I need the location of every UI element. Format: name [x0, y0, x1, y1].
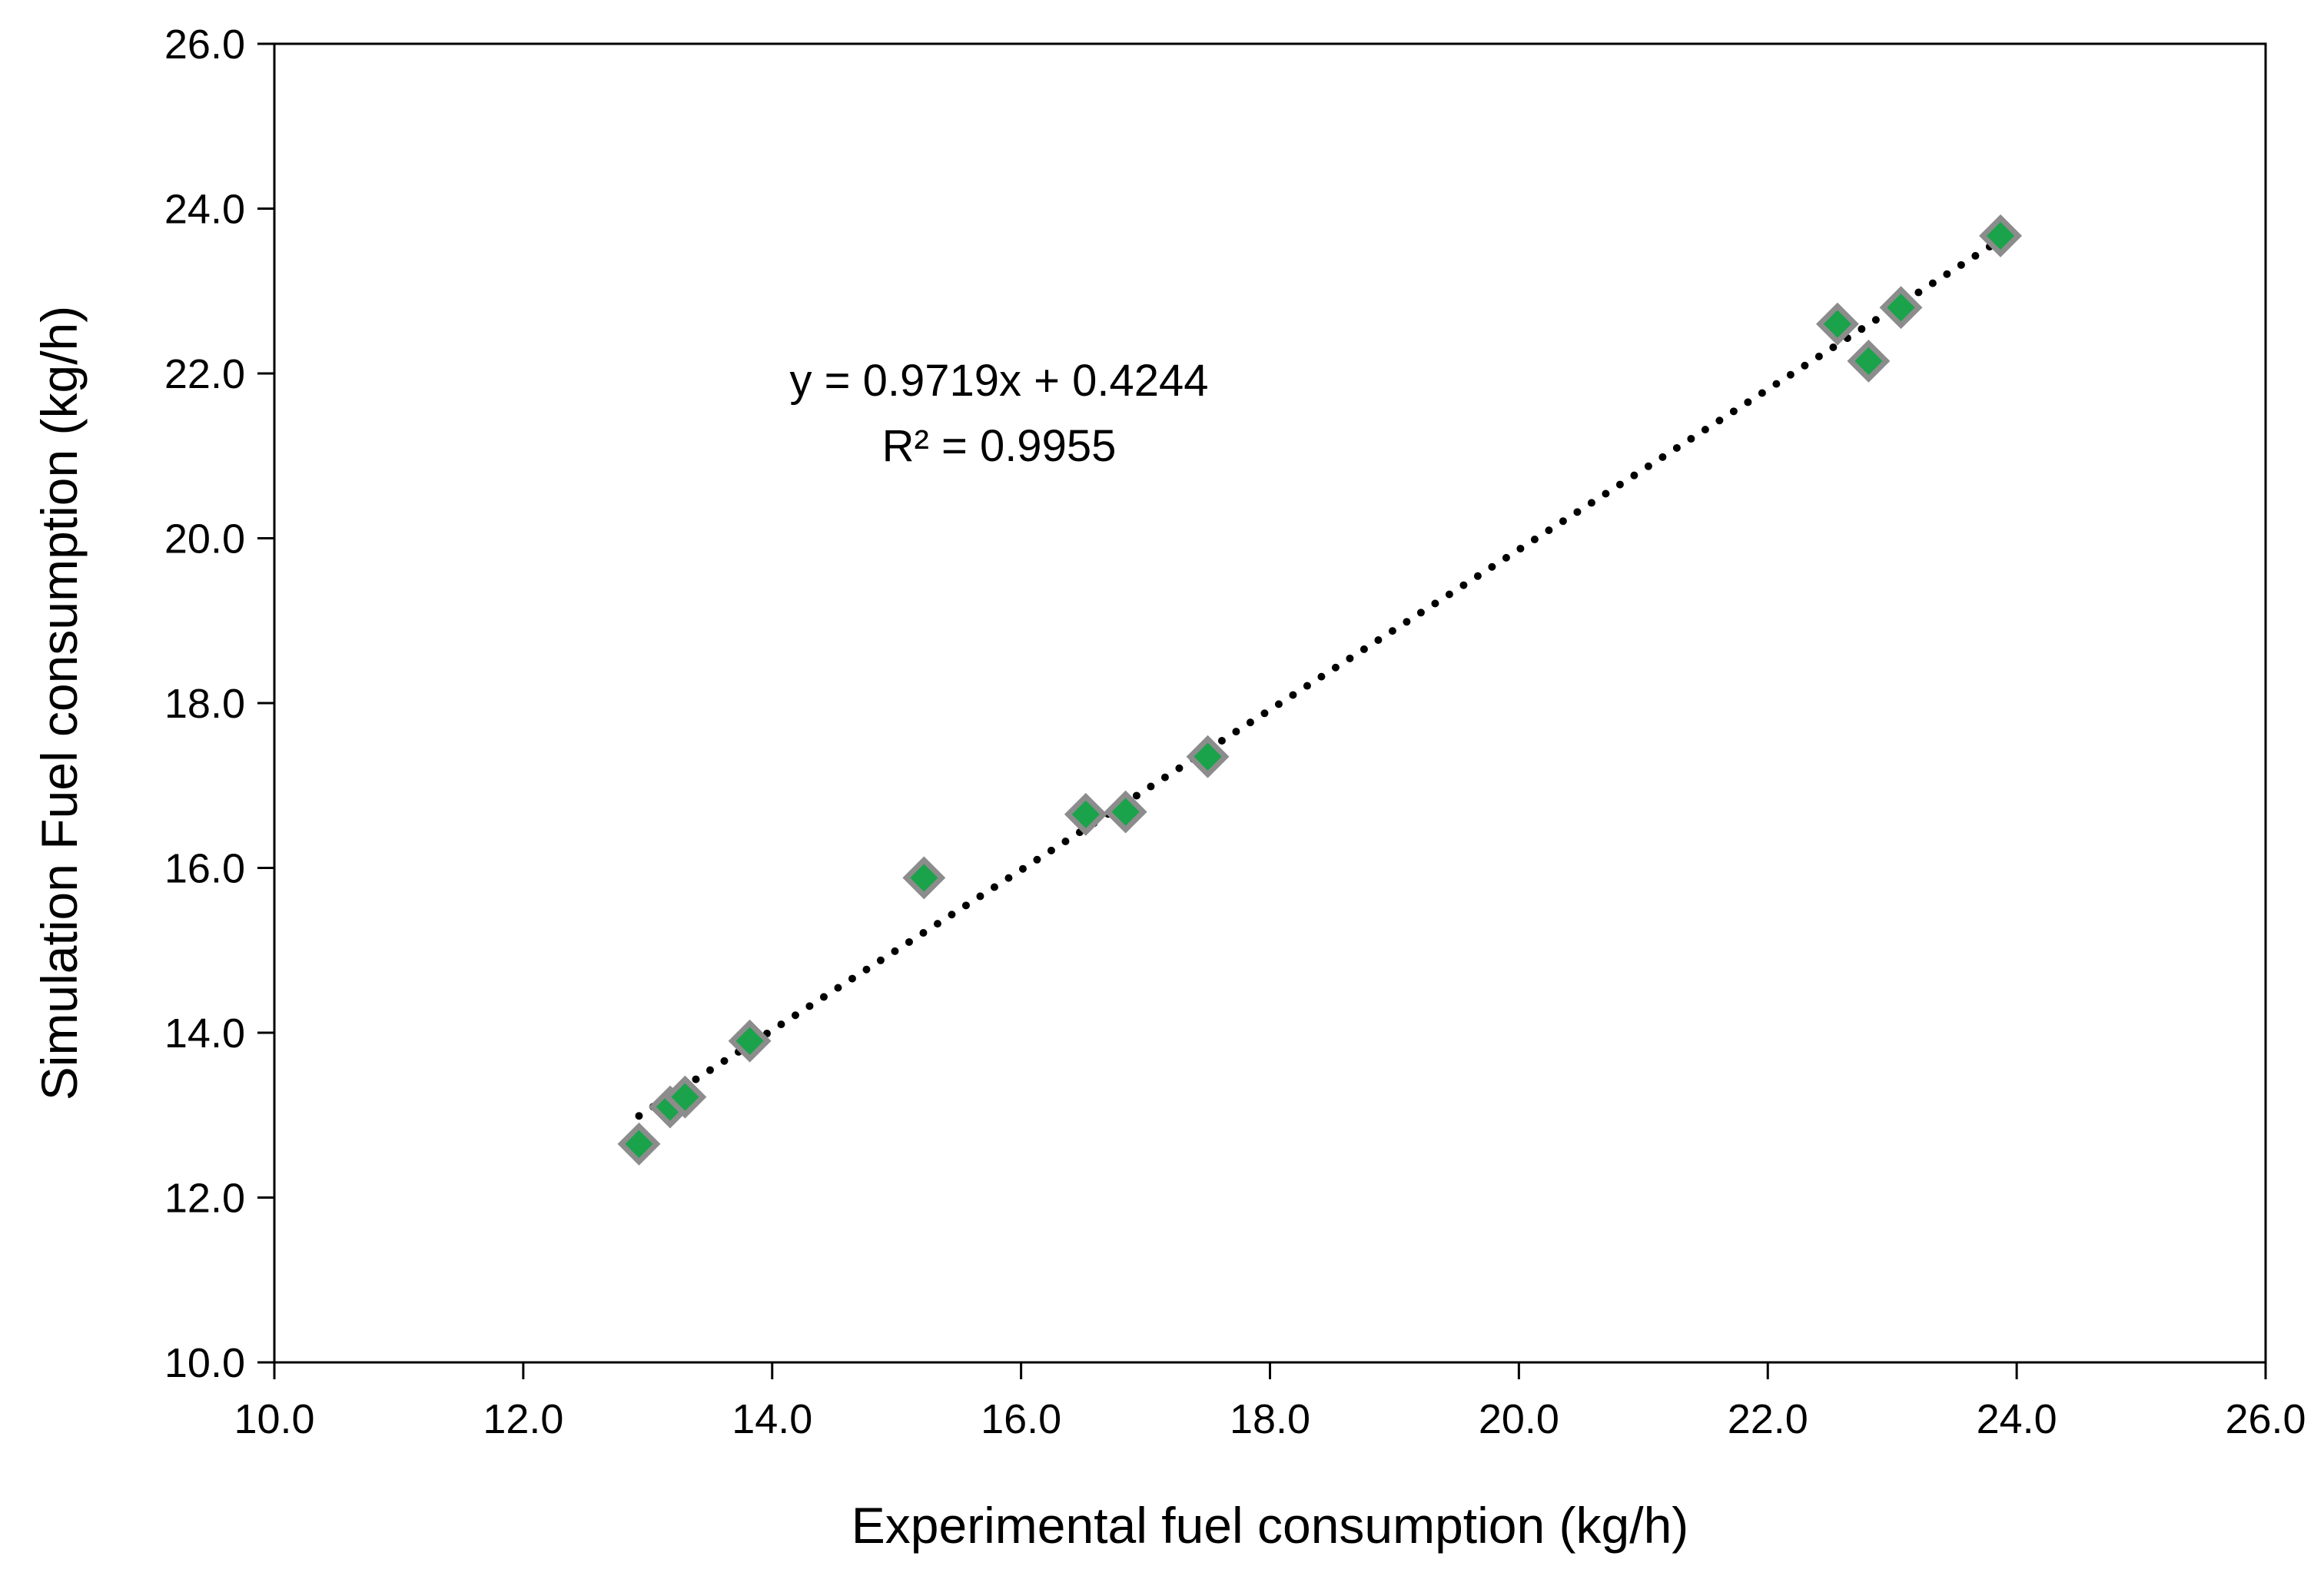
x-tick-label: 22.0	[1728, 1396, 1808, 1442]
data-point	[1847, 339, 1891, 383]
y-tick-label: 14.0	[164, 1010, 245, 1057]
x-axis-ticks: 10.0 12.0 14.0 16.0 18.0 20.0 22.0 24.0 26.0	[234, 1362, 2306, 1442]
data-point	[728, 1019, 772, 1063]
x-tick-label: 26.0	[2225, 1396, 2306, 1442]
x-tick-label: 14.0	[732, 1396, 812, 1442]
y-axis-title: Simulation Fuel consumption (kg/h)	[31, 306, 88, 1100]
y-tick-label: 12.0	[164, 1176, 245, 1222]
y-tick-label: 20.0	[164, 516, 245, 562]
trendline-equation: y = 0.9719x + 0.4244	[790, 356, 1209, 406]
y-tick-label: 24.0	[164, 187, 245, 233]
trendline-r-squared: R² = 0.9955	[882, 421, 1117, 471]
data-point	[1064, 792, 1107, 836]
x-tick-label: 24.0	[1977, 1396, 2057, 1442]
x-tick-label: 16.0	[981, 1396, 1061, 1442]
data-point	[1186, 735, 1230, 778]
y-axis-ticks: 10.0 12.0 14.0 16.0 18.0 20.0 22.0 24.0 26.0	[164, 22, 274, 1386]
data-point	[663, 1075, 707, 1119]
data-point	[1979, 214, 2023, 257]
y-tick-label: 22.0	[164, 351, 245, 397]
data-point	[1104, 790, 1147, 834]
y-tick-label: 16.0	[164, 846, 245, 892]
y-tick-label: 26.0	[164, 22, 245, 68]
data-point	[617, 1122, 661, 1166]
data-point	[1815, 302, 1859, 346]
x-tick-label: 10.0	[234, 1396, 314, 1442]
x-tick-label: 20.0	[1479, 1396, 1559, 1442]
data-point	[902, 856, 946, 900]
trendline	[635, 235, 2005, 1120]
x-tick-label: 12.0	[483, 1396, 563, 1442]
x-axis-title: Experimental fuel consumption (kg/h)	[852, 1497, 1689, 1554]
y-tick-label: 10.0	[164, 1340, 245, 1386]
x-tick-label: 18.0	[1230, 1396, 1310, 1442]
y-tick-label: 18.0	[164, 681, 245, 727]
data-point	[1879, 286, 1923, 330]
trendline-group	[635, 235, 2005, 1120]
plot-area-frame	[273, 42, 2267, 1364]
data-points	[617, 214, 2023, 1166]
